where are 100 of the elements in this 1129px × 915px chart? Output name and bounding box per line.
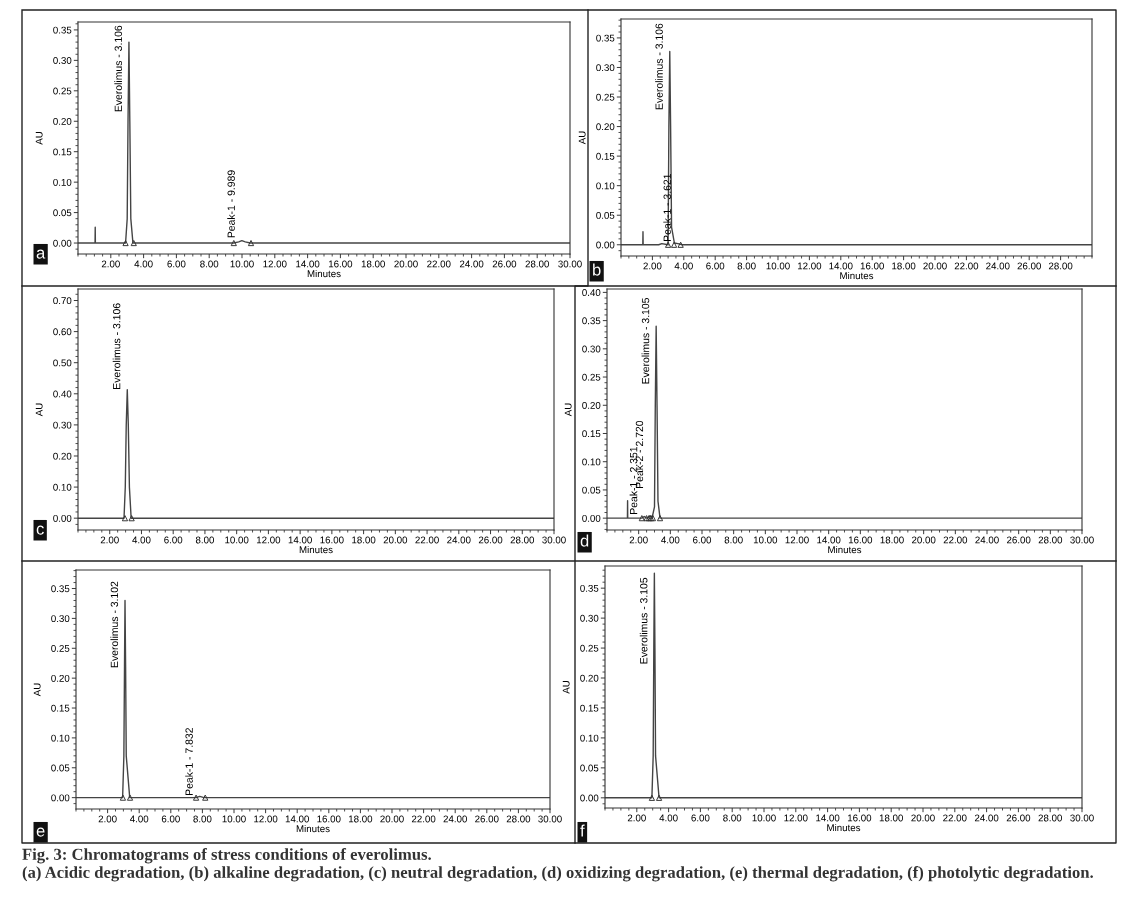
y-tick-label: 0.25 [582, 373, 601, 381]
y-tick-label: 0.00 [53, 239, 72, 247]
x-tick-label: 16.00 [317, 815, 341, 823]
y-axis-title: AU [35, 403, 43, 417]
y-tick-label: 0.15 [580, 704, 599, 712]
y-tick-label: 0.10 [53, 178, 72, 186]
x-tick-label: 10.00 [222, 815, 246, 823]
text: (a) Acidic degradation, (b) alkaline degradation, (c) neutral degradation, (d) oxidizing degradation, (e) thermal degradation, (f) photolytic degradation. [22, 866, 1093, 882]
x-tick-label: 8.00 [723, 814, 742, 822]
x-tick-label: 16.00 [860, 262, 884, 270]
x-tick-label: 28.00 [1038, 814, 1062, 822]
x-tick-label: 22.00 [943, 536, 968, 544]
x-tick-label: 24.00 [447, 536, 471, 544]
x-tick-label: 22.00 [415, 536, 439, 544]
y-axis-title: AU [564, 403, 572, 417]
x-tick-label: 14.00 [816, 814, 840, 822]
y-tick-label: 0.05 [596, 211, 615, 219]
y-tick-label: 0.20 [596, 123, 615, 131]
x-tick-label: 8.00 [724, 536, 743, 544]
x-tick-label: 30.00 [1070, 814, 1094, 822]
x-axis-title: Minutes [827, 824, 861, 832]
x-tick-label: 28.00 [1038, 536, 1063, 544]
y-tick-label: 0.20 [53, 117, 72, 125]
x-tick-label: 6.00 [691, 814, 710, 822]
x-tick-label: 4.00 [129, 815, 149, 823]
x-tick-label: 10.00 [752, 814, 776, 822]
x-tick-label: 8.00 [195, 536, 215, 544]
annotation: Everolimus - 3.106 [655, 23, 663, 110]
y-tick-label: 0.00 [53, 514, 72, 522]
annotation: Everolimus - 3.102 [110, 581, 119, 668]
y-tick-label: 0.25 [596, 93, 615, 101]
y-tick-label: 0.10 [582, 458, 601, 466]
x-tick-label: 6.00 [167, 260, 186, 268]
text: b [593, 263, 601, 276]
y-tick-label: 0.20 [51, 674, 70, 682]
x-tick-label: 26.00 [1017, 262, 1041, 270]
annotation: Everolimus - 3.105 [639, 577, 648, 664]
y-tick-label: 0.20 [53, 452, 72, 460]
line-series [621, 50, 1092, 246]
annotation: Everolimus - 3.106 [114, 25, 123, 112]
y-tick-label: 0.25 [53, 87, 72, 95]
x-tick-label: 14.00 [288, 536, 312, 544]
x-tick-label: 12.00 [784, 814, 808, 822]
x-tick-label: 4.00 [661, 536, 680, 544]
y-tick-label: 0.20 [582, 402, 601, 409]
text: d [580, 534, 589, 547]
x-tick-label: 30.00 [538, 815, 562, 823]
x-tick-label: 6.00 [161, 815, 180, 823]
x-tick-label: 18.00 [348, 815, 373, 823]
x-tick-label: 2.00 [643, 262, 662, 270]
x-tick-label: 22.00 [954, 262, 979, 270]
x-tick-label: 26.00 [478, 536, 503, 544]
y-tick-label: 0.35 [51, 585, 70, 593]
x-tick-label: 22.00 [411, 815, 436, 823]
annotation: Everolimus - 3.106 [112, 303, 121, 389]
y-tick-label: 0.35 [53, 26, 72, 34]
x-axis-title: Minutes [840, 272, 874, 280]
x-tick-label: 20.00 [911, 814, 935, 822]
x-tick-label: 28.00 [506, 815, 531, 823]
y-tick-label: 0.50 [53, 359, 72, 367]
y-tick-label: 0.10 [596, 182, 615, 190]
x-tick-label: 14.00 [829, 262, 853, 270]
x-tick-label: 28.00 [1048, 262, 1073, 270]
y-tick-label: 0.25 [580, 644, 599, 652]
y-tick-label: 0.35 [596, 34, 615, 42]
caption: Fig. 3: Chromatograms of stress conditions of everolimus. [22, 848, 431, 864]
y-axis-title: AU [33, 683, 41, 697]
x-tick-label: 22.00 [427, 260, 451, 268]
x-tick-label: 16.00 [320, 536, 344, 544]
x-tick-label: 18.00 [361, 260, 385, 268]
x-tick-label: 4.00 [132, 536, 151, 544]
x-tick-label: 20.00 [383, 536, 408, 544]
y-axis-title: AU [35, 132, 43, 145]
annotation: Peak-1 - 3.621 [663, 174, 671, 241]
y-tick-label: 0.30 [51, 615, 70, 623]
x-tick-label: 2.00 [629, 536, 648, 544]
y-tick-label: 0.05 [580, 764, 599, 772]
line-series [605, 572, 1082, 799]
x-tick-label: 2.00 [98, 815, 117, 823]
x-tick-label: 12.00 [263, 260, 287, 268]
x-tick-label: 20.00 [380, 815, 404, 823]
annotation: Everolimus - 3.105 [641, 297, 650, 384]
x-tick-label: 22.00 [943, 814, 967, 822]
x-tick-label: 14.00 [296, 260, 320, 268]
y-tick-label: 0.20 [580, 674, 599, 682]
y-tick-label: 0.10 [580, 734, 599, 742]
y-tick-label: 0.00 [580, 794, 599, 802]
x-tick-label: 16.00 [847, 814, 872, 822]
x-tick-label: 16.00 [848, 536, 873, 544]
y-tick-label: 0.00 [596, 241, 615, 249]
x-tick-label: 26.00 [475, 815, 499, 823]
x-tick-label: 12.00 [256, 536, 281, 544]
x-tick-label: 30.00 [558, 260, 582, 268]
y-tick-label: 0.25 [51, 645, 70, 652]
text: c [36, 525, 44, 535]
x-tick-label: 24.00 [975, 536, 999, 544]
x-tick-label: 26.00 [492, 260, 517, 268]
x-tick-label: 4.00 [674, 262, 693, 270]
y-tick-label: 0.10 [51, 734, 70, 742]
x-tick-label: 14.00 [285, 815, 309, 823]
